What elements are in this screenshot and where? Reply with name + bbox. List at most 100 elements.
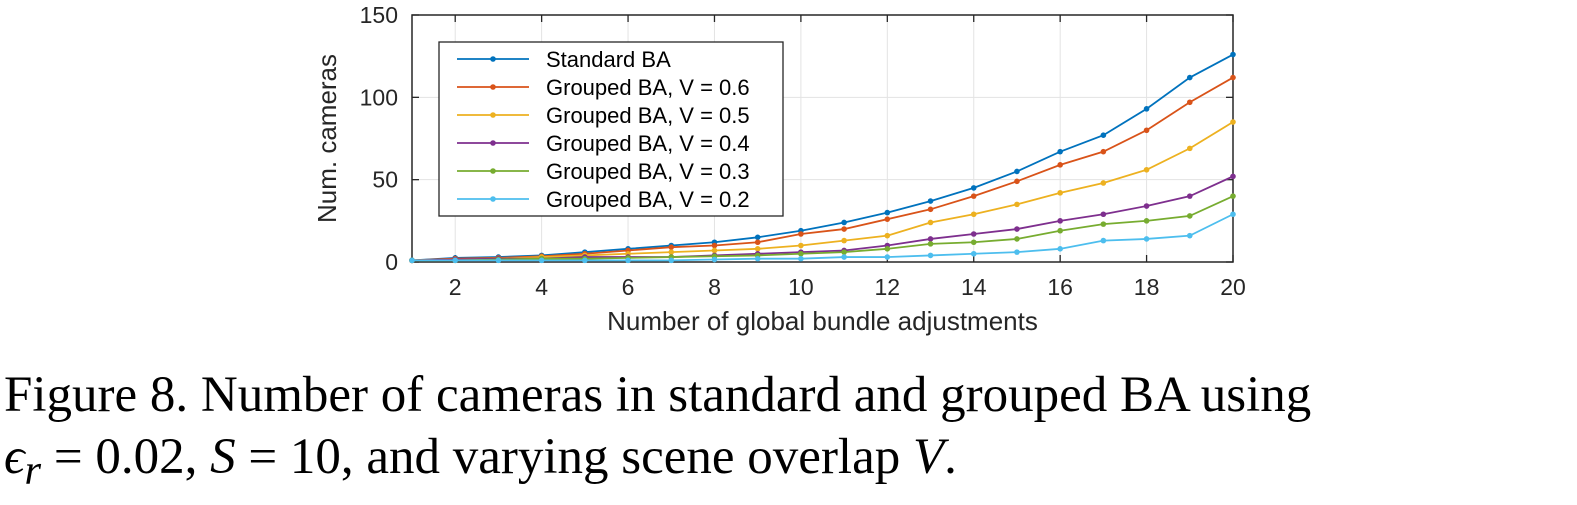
data-point: [1014, 249, 1020, 255]
data-point: [884, 246, 891, 252]
series-line: [411, 76, 1234, 262]
x-tick-label: 8: [708, 274, 721, 300]
caption-end: .: [944, 429, 957, 485]
legend-swatch-marker: [490, 168, 496, 174]
data-point: [927, 236, 934, 242]
x-axis-label: Number of global bundle adjustments: [607, 306, 1038, 336]
data-point: [970, 185, 977, 191]
data-point: [1230, 193, 1236, 199]
series-line: [411, 121, 1234, 262]
data-point: [927, 219, 934, 226]
data-point: [1014, 168, 1020, 175]
data-point: [1230, 211, 1236, 218]
data-point: [668, 249, 675, 255]
data-point: [1014, 236, 1020, 242]
data-point: [711, 242, 718, 249]
data-point: [798, 242, 804, 249]
figure-caption: Figure 8. Number of cameras in standard …: [4, 364, 1574, 502]
legend-label: Grouped BA, V = 0.6: [546, 75, 750, 100]
data-point: [1186, 213, 1193, 219]
data-point: [927, 252, 934, 259]
data-point: [582, 257, 588, 264]
data-point: [884, 232, 891, 239]
x-tick-label: 12: [875, 274, 901, 300]
y-axis-label: Num. cameras: [312, 54, 342, 223]
series-line: [412, 195, 1234, 262]
legend-label: Grouped BA, V = 0.3: [546, 159, 750, 184]
series-line: [412, 213, 1234, 262]
data-point: [798, 231, 804, 237]
data-point: [927, 206, 934, 213]
series-layer: [409, 51, 1236, 264]
data-point: [970, 193, 977, 199]
caption-epsilon-subscript: r: [24, 447, 42, 495]
data-point: [452, 257, 459, 264]
data-point: [1100, 211, 1107, 218]
data-point: [841, 237, 847, 244]
caption-line-2: ϵr = 0.02, S = 10, and varying scene ove…: [4, 426, 1574, 502]
data-point: [970, 231, 977, 237]
data-point: [711, 247, 718, 254]
data-point: [798, 255, 804, 262]
data-point: [1057, 162, 1063, 168]
legend-label: Grouped BA, V = 0.5: [546, 103, 750, 128]
legend-label: Grouped BA, V = 0.2: [546, 187, 750, 212]
data-point: [1143, 106, 1150, 112]
data-point: [1186, 145, 1193, 152]
legend: Standard BA Grouped BA, V = 0.6 Grouped BA…: [438, 41, 784, 217]
data-point: [1057, 227, 1063, 234]
caption-eq1: = 0.02,: [41, 429, 211, 485]
data-point: [625, 257, 631, 264]
data-point: [927, 198, 934, 204]
x-tick-label: 4: [535, 274, 548, 300]
legend-label: Grouped BA, V = 0.4: [546, 131, 750, 156]
legend-box: [438, 41, 784, 217]
data-point: [1014, 201, 1020, 208]
caption-line-1: Figure 8. Number of cameras in standard …: [4, 367, 1312, 423]
y-tick-label: 150: [360, 2, 398, 28]
y-tick-label: 50: [372, 167, 398, 193]
data-point: [841, 226, 847, 232]
data-point: [754, 255, 761, 262]
data-point: [668, 257, 675, 264]
data-point: [970, 239, 977, 246]
data-point: [668, 244, 675, 250]
data-point: [1230, 51, 1236, 58]
data-point: [495, 257, 502, 264]
legend-label: Standard BA: [546, 47, 671, 72]
data-point: [1186, 232, 1193, 239]
data-point: [754, 246, 761, 252]
data-point: [754, 234, 761, 241]
data-point: [1186, 74, 1193, 81]
data-point: [1230, 119, 1236, 125]
data-point: [841, 249, 847, 255]
data-point: [798, 250, 804, 257]
data-point: [841, 254, 847, 260]
series-grouped-ba-v-0-2: [409, 211, 1236, 264]
data-point: [1057, 190, 1063, 196]
data-point: [927, 241, 934, 247]
x-tick-label: 20: [1220, 274, 1246, 300]
caption-eq2: = 10, and varying scene overlap: [235, 429, 913, 485]
legend-swatch-marker: [490, 84, 496, 90]
data-point: [1100, 180, 1107, 186]
caption-S: S: [210, 429, 236, 485]
y-tick-label: 0: [385, 249, 398, 275]
data-point: [1014, 178, 1020, 185]
legend-swatch-marker: [490, 56, 496, 62]
data-point: [884, 209, 891, 216]
data-point: [1057, 246, 1063, 252]
data-point: [1100, 148, 1107, 155]
caption-V: V: [912, 429, 945, 485]
data-point: [1230, 74, 1236, 81]
plot-area: [411, 14, 1234, 263]
x-tick-label: 2: [449, 274, 462, 300]
data-point: [1100, 237, 1107, 244]
data-point: [754, 239, 761, 246]
data-point: [409, 257, 415, 264]
x-tick-label: 16: [1047, 274, 1073, 300]
data-point: [1014, 226, 1020, 232]
data-point: [1057, 148, 1063, 155]
data-point: [1100, 132, 1107, 139]
data-point: [1186, 99, 1193, 106]
